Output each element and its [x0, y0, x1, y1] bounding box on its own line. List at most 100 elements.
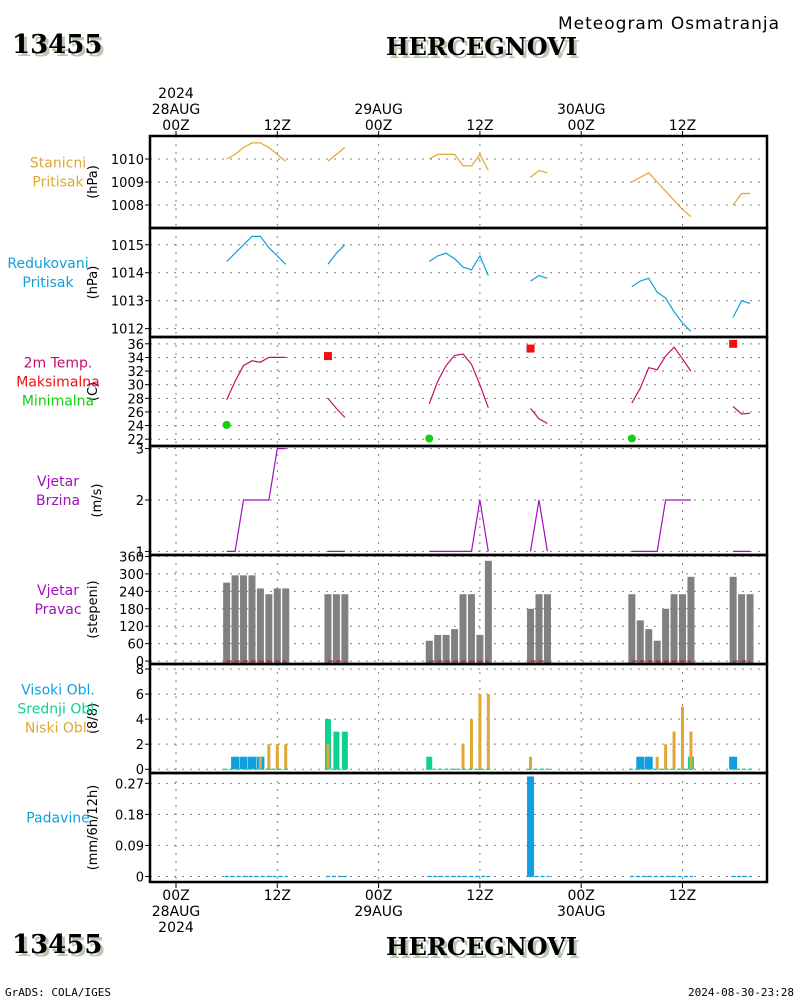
wind-dir-bar — [248, 575, 256, 664]
wind-dir-bar — [451, 629, 459, 664]
wind-dir-bar — [679, 594, 686, 664]
mid-cloud-bar — [426, 756, 433, 770]
y-tick-label: 1010 — [111, 153, 144, 168]
wind-dir-bar — [273, 588, 281, 664]
series-line-reduced_pressure — [732, 299, 751, 318]
low-cloud-bar — [267, 744, 271, 770]
wind-dir-bar — [738, 594, 746, 664]
wind-dir-bar — [484, 560, 492, 664]
y-tick-label: 0 — [136, 763, 144, 778]
bottom-time-tick-label: 00Z — [162, 888, 189, 904]
panel-label: Vjetar — [37, 583, 79, 599]
wind-dir-bar — [645, 629, 653, 664]
low-cloud-bar — [655, 756, 659, 770]
precip-bar — [527, 776, 535, 877]
wind-dir-bar — [746, 594, 754, 664]
low-cloud-bar — [664, 744, 668, 770]
wind-dir-bar — [231, 575, 239, 664]
y-tick-label: 120 — [119, 620, 144, 635]
series-line-station_pressure — [530, 169, 548, 178]
wind-dir-bar — [535, 594, 543, 664]
panel-label: Minimalna — [22, 394, 94, 410]
y-tick-label: 1013 — [111, 295, 144, 310]
y-axis-unit: (hPa) — [86, 165, 101, 199]
y-tick-label: 32 — [127, 365, 144, 380]
low-cloud-bar — [258, 756, 262, 770]
series-line-wind_speed — [631, 499, 691, 553]
panel-label: Brzina — [36, 493, 80, 509]
wind-dir-bar — [341, 594, 349, 664]
wind-dir-bar — [636, 620, 644, 664]
y-tick-label: 360 — [119, 550, 144, 565]
y-tick-label: 1012 — [111, 323, 144, 338]
series-line-temperature — [631, 346, 692, 404]
series-line-temperature — [226, 356, 286, 400]
y-tick-label: 0 — [136, 870, 144, 885]
bottom-time-tick-label: 00Z — [567, 888, 594, 904]
y-tick-label: 1 — [136, 545, 144, 560]
low-cloud-bar — [284, 744, 288, 770]
top-time-tick-label: 2024 — [158, 86, 194, 102]
high-cloud-bar — [729, 756, 738, 770]
low-cloud-bar — [469, 719, 473, 770]
top-time-tick-label: 12Z — [264, 118, 291, 134]
wind-dir-bar — [729, 576, 737, 664]
wind-dir-bar — [282, 588, 290, 664]
top-time-tick-label: 29AUG — [354, 102, 403, 118]
wind-dir-bar — [434, 634, 442, 664]
y-tick-label: 8 — [136, 663, 144, 678]
series-line-reduced_pressure — [226, 235, 287, 265]
wind-dir-bar — [324, 594, 332, 664]
tmax-marker — [526, 344, 535, 353]
series-line-temperature — [732, 406, 751, 415]
low-cloud-bar — [529, 756, 533, 770]
y-tick-label: 3 — [136, 443, 144, 458]
low-cloud-bar — [461, 744, 465, 770]
top-time-tick-label: 12Z — [466, 118, 493, 134]
credit-label: GrADS: COLA/IGES — [5, 986, 111, 999]
low-cloud-bar — [478, 694, 482, 770]
station-name: HERCEGNOVI — [386, 32, 578, 61]
series-line-reduced_pressure — [530, 274, 548, 282]
chart-subtitle: Meteogram Osmatranja — [558, 14, 781, 34]
y-tick-label: 22 — [127, 433, 144, 448]
top-time-tick-label: 12Z — [669, 118, 696, 134]
wind-dir-bar — [628, 594, 636, 664]
wind-dir-bar — [687, 576, 695, 664]
bottom-time-tick-label: 12Z — [264, 888, 291, 904]
low-cloud-bar — [486, 694, 490, 770]
panel-label: Srednji Obl. — [17, 702, 98, 718]
series-line-temperature — [327, 397, 346, 418]
panel-label: Niski Obl. — [25, 721, 91, 737]
top-time-tick-label: 30AUG — [557, 102, 606, 118]
tmin-marker — [627, 434, 636, 443]
low-cloud-bar — [275, 744, 279, 770]
bottom-time-tick-label: 2024 — [158, 920, 194, 936]
bottom-time-tick-label: 00Z — [365, 888, 392, 904]
tmax-marker — [729, 339, 738, 348]
panel-label: Visoki Obl. — [21, 683, 95, 699]
tmin-marker — [222, 420, 231, 429]
panel-label: 2m Temp. — [24, 356, 93, 372]
y-tick-label: 34 — [127, 351, 144, 366]
mid-cloud-bar — [333, 731, 340, 770]
top-time-tick-label: 28AUG — [152, 102, 201, 118]
panel-frame-temperature — [148, 335, 769, 448]
station-id: 13455 — [12, 30, 103, 60]
high-cloud-bar — [644, 756, 653, 770]
wind-dir-bar — [527, 608, 535, 664]
low-cloud-bar — [689, 731, 693, 770]
y-tick-label: 30 — [127, 379, 144, 394]
series-line-station_pressure — [631, 172, 692, 217]
bottom-time-tick-label: 12Z — [466, 888, 493, 904]
y-tick-label: 240 — [119, 585, 144, 600]
bottom-time-tick-label: 12Z — [669, 888, 696, 904]
panel-label: Pravac — [34, 602, 81, 618]
high-cloud-bar — [247, 756, 256, 770]
bottom-time-tick-label: 29AUG — [354, 904, 403, 920]
wind-dir-bar — [662, 608, 670, 664]
series-line-wind_speed — [226, 448, 286, 553]
y-tick-label: 6 — [136, 688, 144, 703]
y-axis-unit: (mm/6h/12h) — [86, 785, 101, 871]
wind-dir-bar — [256, 588, 264, 664]
